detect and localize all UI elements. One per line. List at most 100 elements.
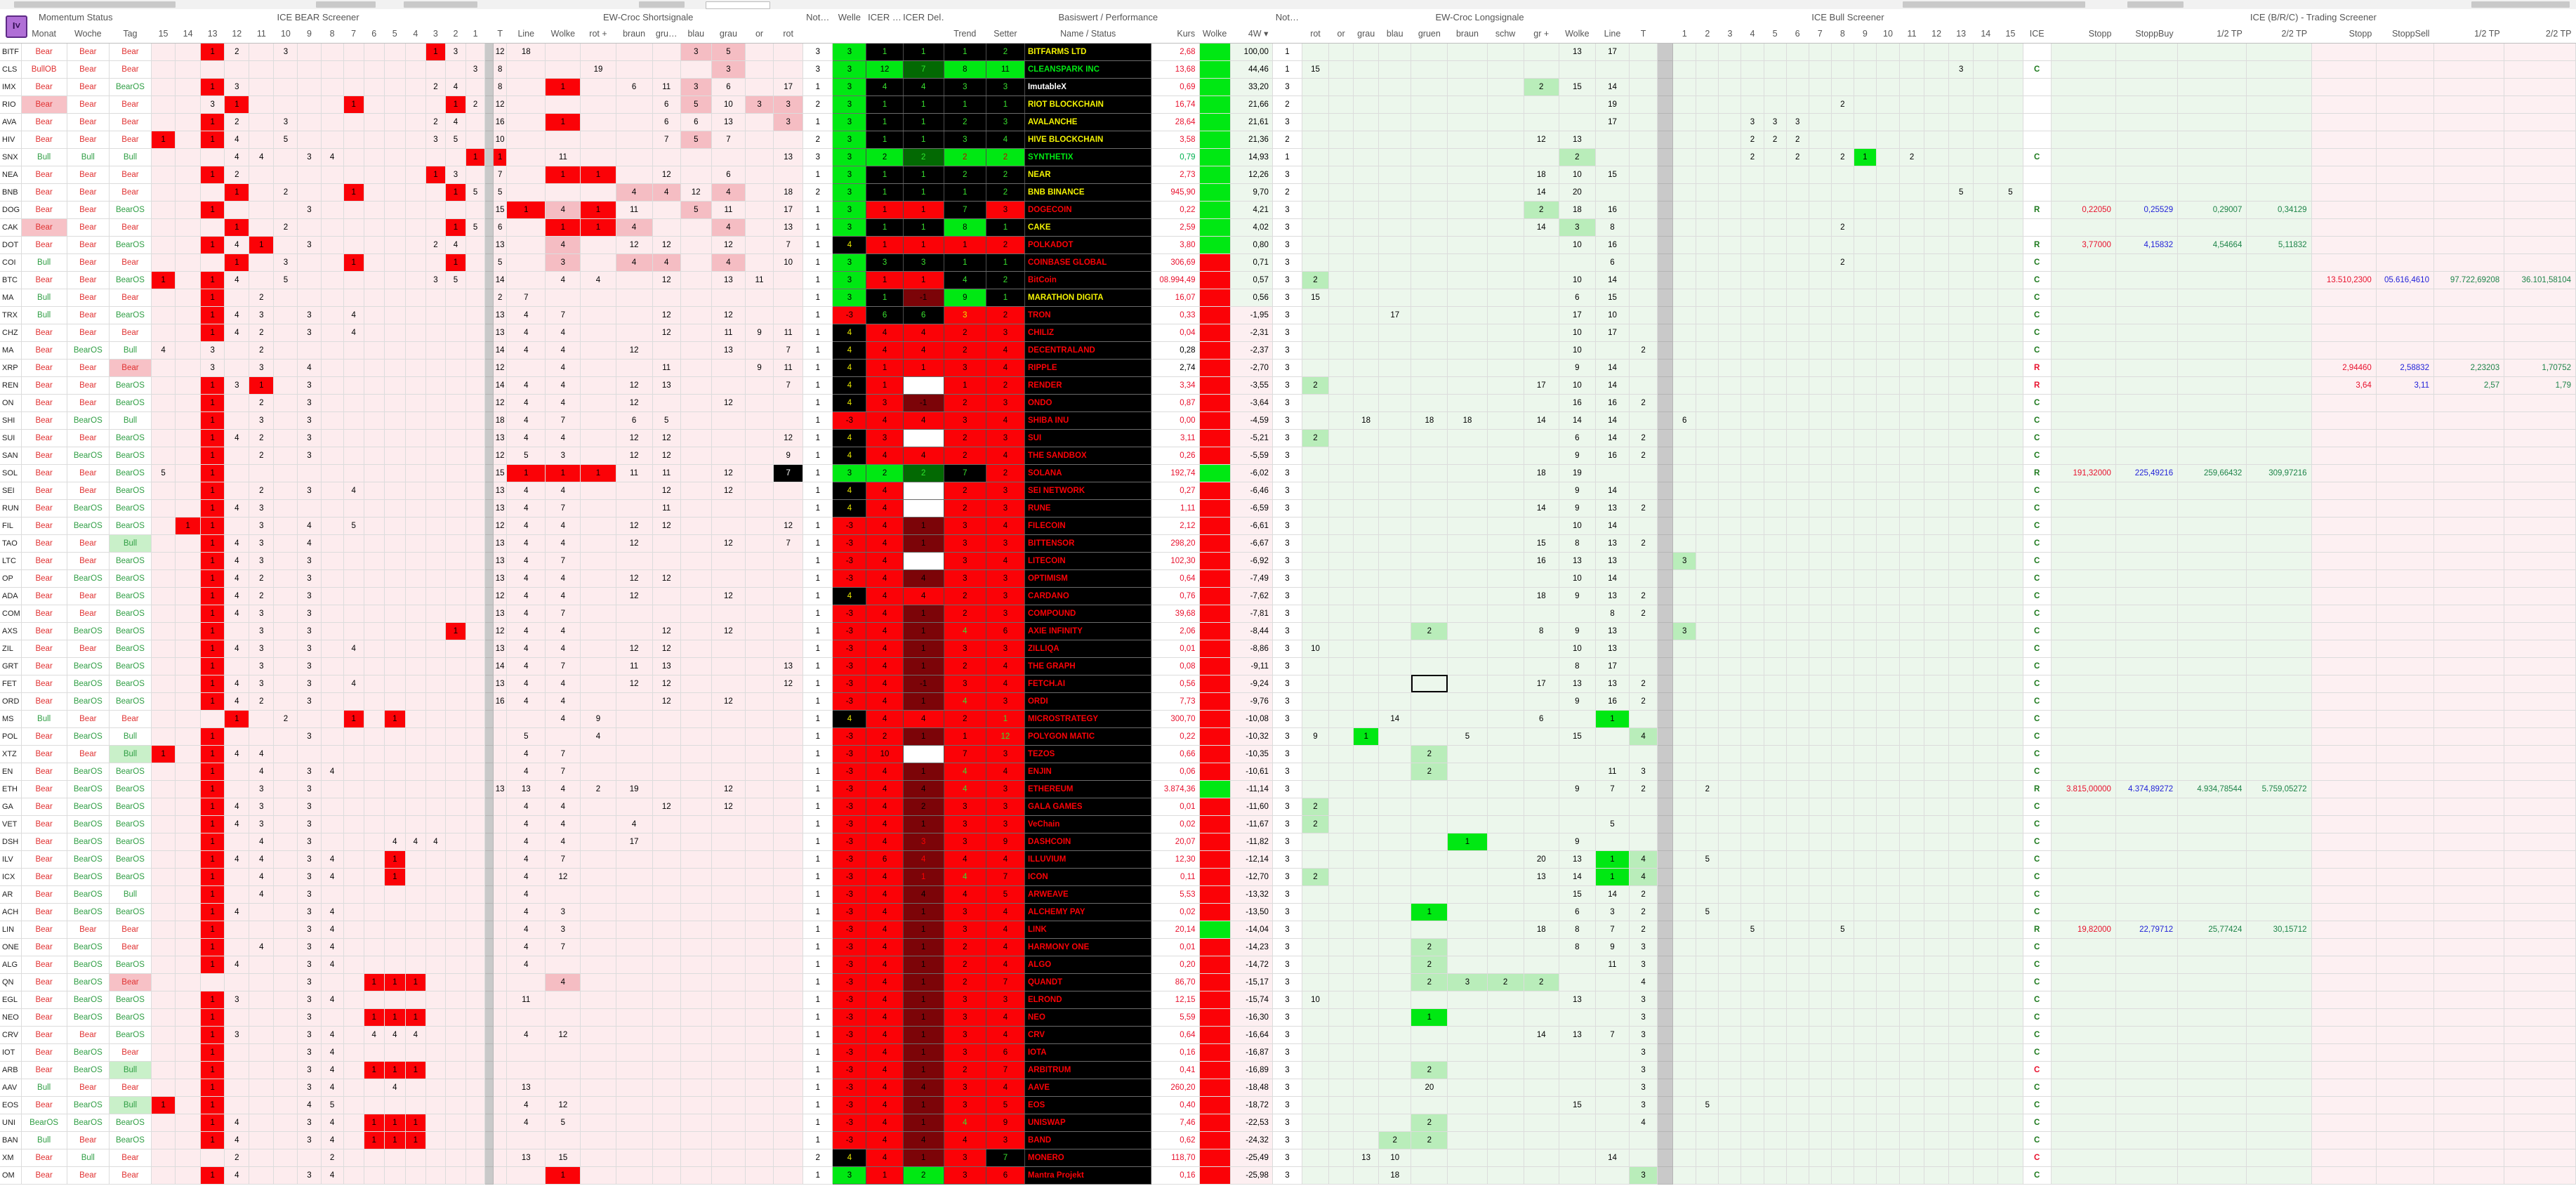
wolke-indicator[interactable]	[1199, 113, 1231, 131]
grid-cell[interactable]	[425, 306, 446, 324]
grid-cell[interactable]	[1831, 131, 1854, 149]
grid-cell[interactable]: 05.616,4610	[2376, 271, 2434, 289]
grid-cell[interactable]	[2051, 499, 2116, 518]
grid-cell[interactable]	[175, 798, 202, 816]
grid-cell[interactable]: 2	[1411, 1131, 1448, 1149]
grid-cell[interactable]	[1948, 956, 1974, 974]
grid-cell[interactable]	[2246, 815, 2312, 833]
grid-cell[interactable]: 1	[151, 1096, 176, 1114]
wolke-indicator[interactable]	[1199, 569, 1231, 588]
grid-cell[interactable]	[1411, 640, 1448, 658]
grid-cell[interactable]: 7	[545, 850, 581, 869]
asset-name[interactable]: LITECOIN	[1024, 552, 1152, 570]
grid-cell[interactable]	[384, 324, 406, 342]
grid-cell[interactable]	[1378, 903, 1412, 921]
grid-cell[interactable]	[364, 324, 385, 342]
ticker-cell[interactable]: HIV	[0, 131, 22, 149]
grid-cell[interactable]	[1524, 341, 1559, 360]
grid-cell[interactable]: 3	[224, 78, 250, 96]
grid-cell[interactable]	[1948, 1061, 1974, 1079]
grid-cell[interactable]	[2051, 131, 2116, 149]
grid-cell[interactable]	[773, 692, 804, 711]
grid-cell[interactable]	[1809, 376, 1832, 395]
grid-cell[interactable]	[425, 411, 446, 430]
grid-cell[interactable]	[680, 447, 712, 465]
grid-cell[interactable]: 1	[200, 78, 225, 96]
grid-cell[interactable]	[175, 868, 202, 886]
kurs-value[interactable]: 0,79	[1151, 148, 1200, 166]
ticker-cell[interactable]: CLS	[0, 60, 22, 79]
grid-cell[interactable]	[2246, 131, 2312, 149]
grid-cell[interactable]: 3	[1272, 517, 1302, 535]
grid-cell[interactable]: 2	[1831, 253, 1854, 272]
grid-cell[interactable]	[1524, 640, 1559, 658]
grid-cell[interactable]	[2246, 1026, 2312, 1044]
grid-cell[interactable]: 19	[616, 780, 653, 798]
grid-cell[interactable]	[343, 868, 364, 886]
grid-cell[interactable]	[1831, 692, 1854, 711]
grid-cell[interactable]: 1	[200, 289, 225, 307]
grid-cell[interactable]: 4	[506, 798, 546, 816]
performance-4w[interactable]: -6,61	[1230, 517, 1273, 535]
grid-cell[interactable]	[2051, 359, 2116, 377]
grid-cell[interactable]	[2051, 675, 2116, 693]
status-monat[interactable]: Bear	[21, 833, 67, 851]
grid-cell[interactable]	[273, 324, 298, 342]
grid-cell[interactable]	[384, 640, 406, 658]
grid-cell[interactable]	[506, 1131, 546, 1149]
grid-cell[interactable]: 3	[903, 253, 944, 272]
asset-name[interactable]: THE GRAPH	[1024, 657, 1152, 675]
grid-cell[interactable]: 20	[1411, 1079, 1448, 1097]
grid-cell[interactable]	[1741, 499, 1764, 518]
grid-cell[interactable]	[1378, 798, 1412, 816]
grid-cell[interactable]: 4	[866, 411, 904, 430]
grid-cell[interactable]	[506, 131, 546, 149]
grid-cell[interactable]: 3	[944, 552, 986, 570]
grid-cell[interactable]: 3	[745, 95, 774, 114]
grid-cell[interactable]	[1629, 359, 1658, 377]
grid-cell[interactable]	[1302, 1061, 1330, 1079]
grid-cell[interactable]: 3	[249, 675, 275, 693]
grid-cell[interactable]	[580, 341, 616, 360]
grid-cell[interactable]	[1786, 411, 1809, 430]
grid-cell[interactable]	[224, 517, 250, 535]
grid-cell[interactable]	[224, 201, 250, 219]
grid-cell[interactable]	[151, 411, 176, 430]
status-tag[interactable]: Bear	[109, 710, 152, 728]
grid-cell[interactable]	[2051, 306, 2116, 324]
status-monat[interactable]: Bear	[21, 587, 67, 605]
grid-cell[interactable]	[1411, 166, 1448, 184]
grid-cell[interactable]	[364, 131, 385, 149]
grid-cell[interactable]	[1997, 605, 2023, 623]
grid-cell[interactable]	[1831, 324, 1854, 342]
grid-cell[interactable]	[1764, 376, 1787, 395]
grid-cell[interactable]	[2115, 60, 2179, 79]
kurs-value[interactable]: 2,73	[1151, 166, 1200, 184]
grid-cell[interactable]: 1	[200, 1079, 225, 1097]
grid-cell[interactable]: 2	[1411, 938, 1448, 956]
grid-cell[interactable]	[1786, 43, 1809, 61]
grid-cell[interactable]	[745, 973, 774, 991]
grid-cell[interactable]	[1328, 517, 1354, 535]
grid-cell[interactable]: 4	[866, 885, 904, 904]
grid-cell[interactable]	[1302, 324, 1330, 342]
grid-cell[interactable]	[745, 903, 774, 921]
grid-cell[interactable]	[1831, 1096, 1854, 1114]
grid-cell[interactable]: 16	[493, 113, 508, 131]
ticker-cell[interactable]: LTC	[0, 552, 22, 570]
grid-cell[interactable]: 1,70752	[2504, 359, 2576, 377]
grid-cell[interactable]	[1302, 1131, 1330, 1149]
performance-4w[interactable]: -2,70	[1230, 359, 1273, 377]
grid-cell[interactable]	[1378, 868, 1412, 886]
grid-cell[interactable]	[1718, 763, 1742, 781]
grid-cell[interactable]: 14	[493, 657, 508, 675]
grid-cell[interactable]: 1	[903, 517, 944, 535]
grid-cell[interactable]	[1997, 517, 2023, 535]
grid-cell[interactable]	[2376, 499, 2434, 518]
grid-cell[interactable]	[1411, 376, 1448, 395]
grid-cell[interactable]	[2115, 411, 2179, 430]
grid-cell[interactable]	[1899, 43, 1925, 61]
grid-cell[interactable]	[364, 148, 385, 166]
grid-cell[interactable]	[1302, 447, 1330, 465]
grid-cell[interactable]	[224, 60, 250, 79]
